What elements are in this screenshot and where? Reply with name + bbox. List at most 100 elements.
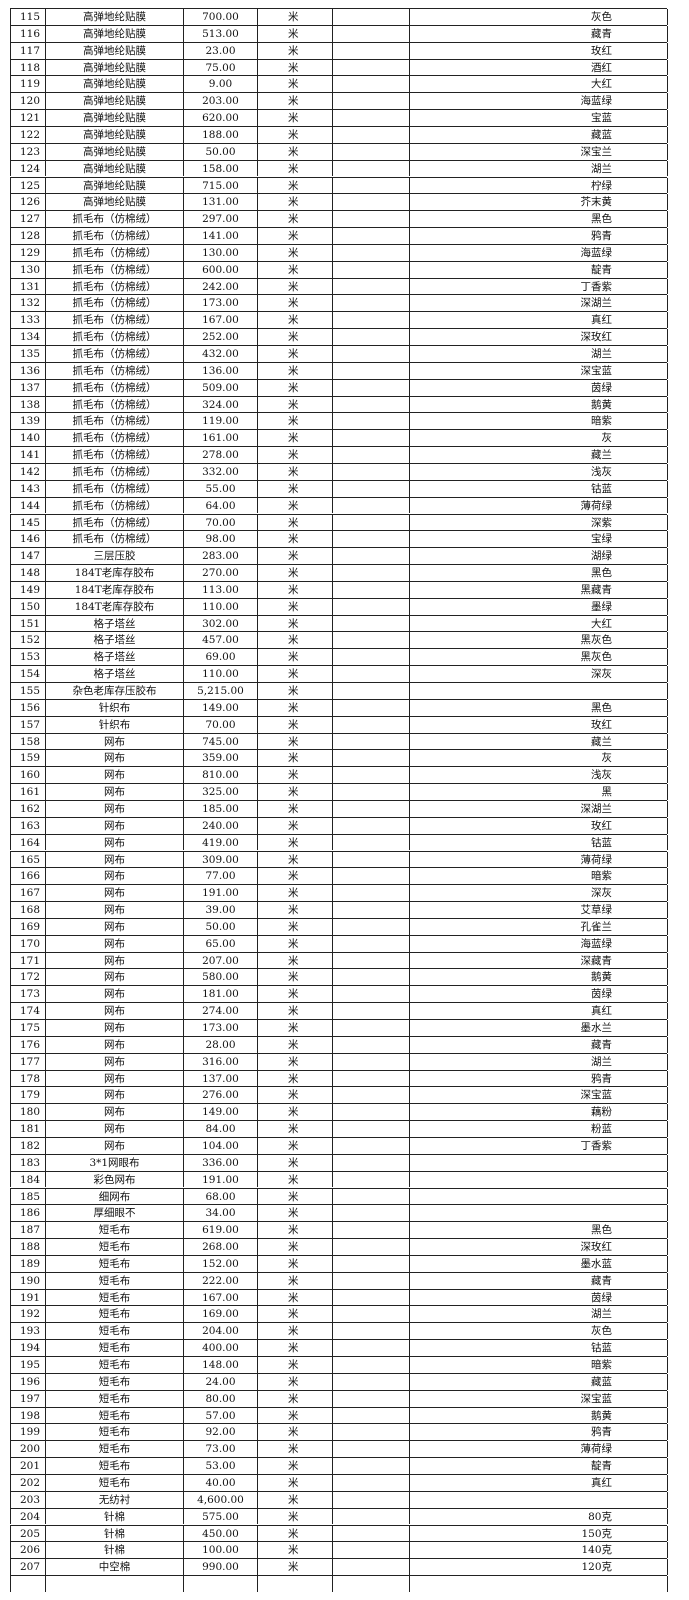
- row-number: 201: [11, 1458, 46, 1474]
- table-row: 203 无纺衬 4,600.00 米: [10, 1490, 668, 1508]
- table-row: 182 网布 104.00 米 丁香紫: [10, 1136, 668, 1154]
- unit: 米: [258, 817, 333, 834]
- item-name: 高弹地纶贴膜: [46, 160, 184, 177]
- color: 墨绿: [410, 598, 668, 615]
- row-number: 153: [11, 649, 46, 666]
- quantity: 419.00: [184, 834, 258, 851]
- table-row: 157 针织布 70.00 米 玫红: [10, 715, 668, 733]
- color: 藏蓝: [410, 126, 668, 143]
- blank-cell: [333, 902, 410, 918]
- item-name: 3*1网眼布: [46, 1154, 184, 1171]
- unit: 米: [258, 1239, 333, 1255]
- item-name: 抓毛布（仿棉绒）: [46, 261, 184, 278]
- color: 靛青: [410, 1458, 668, 1474]
- row-number: 131: [11, 278, 46, 295]
- blank-cell: [333, 59, 410, 76]
- unit: 米: [258, 885, 333, 902]
- row-number: 175: [11, 1020, 46, 1036]
- blank-cell: [333, 800, 410, 817]
- item-name: 短毛布: [46, 1323, 184, 1340]
- row-number: 156: [11, 699, 46, 716]
- unit: 米: [258, 1020, 333, 1036]
- item-name: 高弹地纶贴膜: [46, 143, 184, 160]
- unit: 米: [258, 110, 333, 126]
- row-number: 169: [11, 918, 46, 935]
- blank-cell: [333, 969, 410, 986]
- item-name: 短毛布: [46, 1357, 184, 1373]
- blank-cell: [333, 126, 410, 143]
- item-name: 格子塔丝: [46, 615, 184, 632]
- table-row: 181 网布 84.00 米 粉蓝: [10, 1120, 668, 1137]
- item-name: 抓毛布（仿棉绒）: [46, 211, 184, 228]
- blank-cell: [333, 413, 410, 430]
- item-name: 网布: [46, 1121, 184, 1137]
- row-number: 120: [11, 93, 46, 110]
- unit: 米: [258, 329, 333, 345]
- blank-cell: [333, 1508, 410, 1525]
- quantity: 575.00: [184, 1508, 258, 1525]
- row-number: 117: [11, 42, 46, 59]
- item-name: 网布: [46, 784, 184, 800]
- item-name: 网布: [46, 1104, 184, 1121]
- quantity: 110.00: [184, 666, 258, 682]
- color: 黑: [410, 784, 668, 800]
- row-number: 179: [11, 1087, 46, 1104]
- row-number: 161: [11, 784, 46, 800]
- row-number: 182: [11, 1137, 46, 1154]
- unit: 米: [258, 683, 333, 699]
- row-number: 186: [11, 1205, 46, 1222]
- quantity: 141.00: [184, 228, 258, 244]
- row-number: 192: [11, 1306, 46, 1323]
- row-number: 151: [11, 615, 46, 632]
- blank-cell: [333, 784, 410, 800]
- unit: 米: [258, 649, 333, 666]
- item-name: 抓毛布（仿棉绒）: [46, 295, 184, 312]
- table-row: 119 高弹地纶贴膜 9.00 米 大红: [10, 75, 668, 93]
- blank-cell: [333, 430, 410, 447]
- color: 大红: [410, 76, 668, 93]
- blank-cell: [333, 1137, 410, 1154]
- row-number: 205: [11, 1525, 46, 1542]
- unit: 米: [258, 295, 333, 312]
- blank-cell: [333, 750, 410, 767]
- blank-cell: [333, 1576, 410, 1592]
- color: 黑色: [410, 1222, 668, 1239]
- item-name: 短毛布: [46, 1272, 184, 1289]
- item-name: 网布: [46, 935, 184, 952]
- blank-cell: [333, 1171, 410, 1188]
- table-row: 164 网布 419.00 米 钴蓝: [10, 833, 668, 851]
- quantity: 130.00: [184, 244, 258, 261]
- item-name: 抓毛布（仿棉绒）: [46, 396, 184, 413]
- unit: 米: [258, 312, 333, 329]
- quantity: 104.00: [184, 1137, 258, 1154]
- color: 薄荷绿: [410, 1441, 668, 1458]
- unit: 米: [258, 531, 333, 548]
- item-name: 网布: [46, 817, 184, 834]
- item-name: 短毛布: [46, 1390, 184, 1407]
- quantity: 24.00: [184, 1373, 258, 1390]
- table-row: 167 网布 191.00 米 深灰: [10, 884, 668, 902]
- unit: 米: [258, 548, 333, 565]
- blank-cell: [333, 565, 410, 581]
- table-row: 145 抓毛布（仿棉绒） 70.00 米 深紫: [10, 513, 668, 531]
- color: 湖兰: [410, 160, 668, 177]
- item-name: 网布: [46, 885, 184, 902]
- quantity: 222.00: [184, 1272, 258, 1289]
- unit: 米: [258, 413, 333, 430]
- table-row: 139 抓毛布（仿棉绒） 119.00 米 暗紫: [10, 412, 668, 430]
- row-number: 198: [11, 1407, 46, 1424]
- row-number: 193: [11, 1323, 46, 1340]
- row-number: 187: [11, 1222, 46, 1239]
- blank-cell: [333, 295, 410, 312]
- color: 墨水蓝: [410, 1255, 668, 1272]
- row-number: 138: [11, 396, 46, 413]
- table-row: 170 网布 65.00 米 海蓝绿: [10, 934, 668, 952]
- quantity: 167.00: [184, 312, 258, 329]
- blank-cell: [333, 497, 410, 514]
- row-number: 152: [11, 632, 46, 649]
- blank-cell: [333, 1491, 410, 1508]
- blank-cell: [333, 9, 410, 25]
- item-name: 格子塔丝: [46, 666, 184, 682]
- color: 灰: [410, 430, 668, 447]
- color: 深玫红: [410, 1239, 668, 1255]
